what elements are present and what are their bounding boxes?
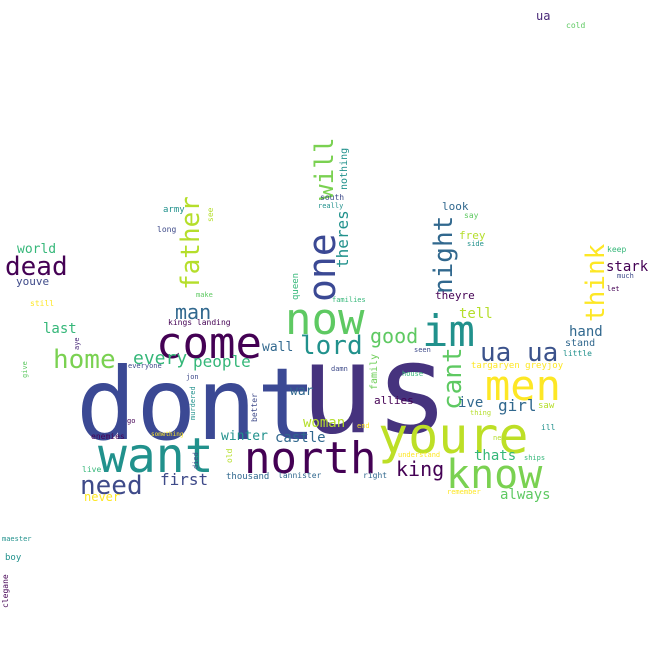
word-side: side (467, 240, 484, 248)
word-last: last (43, 321, 77, 337)
word-south: south (320, 193, 345, 202)
word-house: house (402, 370, 424, 378)
word-world: world (17, 242, 57, 257)
word-aye: aye (73, 337, 81, 350)
word-thing: thing (470, 409, 492, 417)
word-live: live (82, 465, 102, 474)
word-know: know (446, 452, 543, 498)
word-theyre: theyre (435, 289, 475, 302)
word-need: need (80, 471, 143, 501)
word-youre: youre (378, 407, 529, 465)
word-ua-small: ua (536, 9, 551, 23)
word-ill: ill (541, 423, 556, 432)
word-new: new (493, 434, 506, 442)
word-long: long (157, 225, 177, 234)
word-old: old (225, 448, 234, 463)
word-look: look (442, 200, 469, 213)
word-families: families (332, 296, 366, 304)
word-army: army (163, 205, 185, 215)
word-enemies: enemies (91, 432, 125, 441)
word-understand: understand (398, 451, 441, 459)
word-hand: hand (569, 324, 603, 340)
word-targaryen-greyjoy: targaryen greyjoy (471, 361, 564, 371)
word-jon: jon (186, 373, 199, 381)
word-girl: girl (498, 396, 537, 415)
word-boy: boy (5, 553, 22, 563)
word-allies: allies (374, 394, 414, 407)
word-war: war (290, 384, 314, 399)
word-go: go (127, 417, 136, 425)
word-think: think (581, 243, 611, 322)
word-lord: lord (300, 331, 363, 361)
word-keep: keep (607, 245, 627, 254)
word-remember: remember (447, 488, 481, 496)
word-us: us (300, 318, 450, 462)
word-something: something (151, 431, 184, 438)
word-see: see (206, 207, 215, 222)
word-say: say (464, 211, 479, 220)
word-died: died (192, 452, 200, 469)
word-make: make (196, 291, 213, 299)
word-cold: cold (566, 21, 586, 30)
word-give: give (21, 361, 29, 378)
word-kings-landing: kings landing (168, 318, 231, 327)
word-im: im (422, 306, 475, 357)
word-wall: wall (262, 340, 294, 355)
word-night: night (429, 215, 459, 294)
word-ive: ive (458, 395, 484, 411)
word-men: men (485, 361, 561, 410)
word-saw: saw (538, 401, 555, 411)
word-king: king (396, 457, 445, 481)
word-stand: stand (565, 338, 596, 349)
word-every: every (133, 348, 188, 369)
word-want: want (98, 428, 214, 484)
word-damn: damn (331, 365, 348, 373)
word-good: good (370, 324, 419, 348)
word-first: first (160, 470, 209, 489)
word-let: let (607, 285, 620, 293)
word-maester: maester (2, 535, 32, 543)
word-never: never (84, 490, 121, 504)
word-much: much (617, 272, 634, 280)
word-theres: theres (333, 210, 352, 268)
word-north: north (244, 433, 377, 484)
word-still: still (30, 299, 55, 308)
word-murdered: murdered (189, 386, 197, 420)
word-come: come (156, 318, 262, 369)
word-thousand: thousand (226, 472, 270, 482)
word-thats: thats (474, 448, 517, 464)
word-ships: ships (524, 454, 546, 462)
word-winter: winter (221, 429, 268, 444)
word-better: better (250, 393, 259, 422)
word-always: always (500, 487, 551, 503)
word-right: right (363, 471, 388, 480)
word-stark: stark (606, 259, 649, 275)
word-end: end (357, 422, 370, 430)
word-woman: woman (303, 415, 346, 431)
word-home: home (53, 345, 116, 375)
word-dont: dont (76, 346, 317, 463)
word-family: family (369, 353, 380, 390)
word-now: now (285, 294, 365, 345)
word-tell: tell (459, 306, 493, 322)
word-little: little (563, 349, 592, 358)
word-nothing: nothing (339, 147, 350, 190)
word-everyone: everyone (128, 362, 162, 370)
word-lannister: lannister (278, 471, 322, 480)
word-man: man (175, 300, 212, 324)
word-ua-ua: ua ua (480, 338, 559, 368)
word-will: will (310, 137, 340, 200)
word-youve: youve (16, 275, 50, 288)
word-queen: queen (291, 272, 301, 300)
word-frey: frey (459, 229, 486, 242)
word-seen: seen (414, 346, 431, 354)
word-clegane: clegane (1, 574, 10, 608)
word-really: really (318, 202, 344, 210)
word-dead: dead (5, 252, 68, 282)
word-people: people (193, 352, 251, 371)
word-castle: castle (275, 430, 326, 446)
